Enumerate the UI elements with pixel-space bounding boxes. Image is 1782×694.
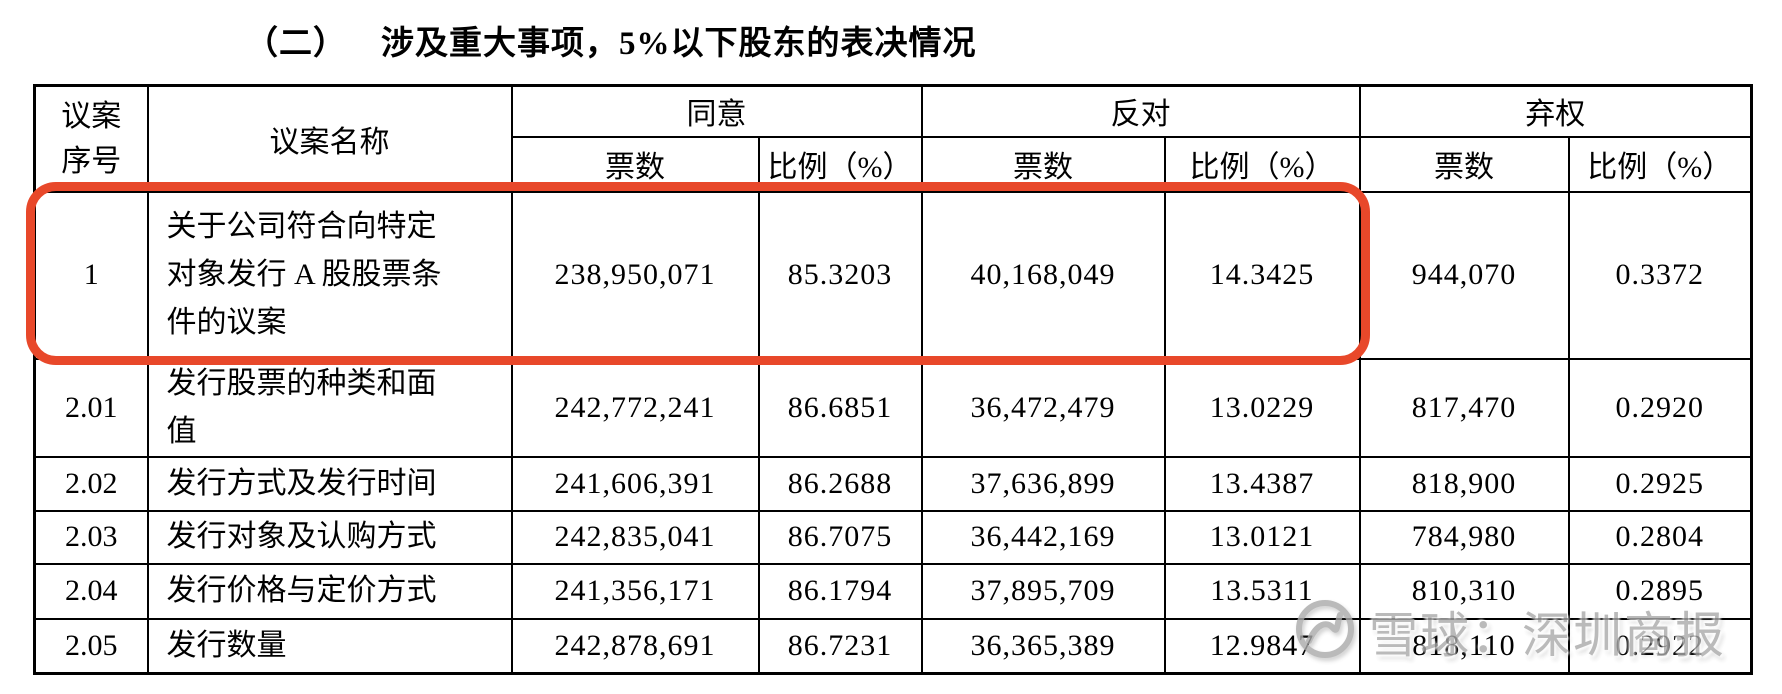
cell-agree-ratio: 86.7075 bbox=[757, 509, 923, 565]
header-against-group: 反对 bbox=[920, 84, 1361, 138]
cell-proposal-no: 2.04 bbox=[33, 562, 149, 620]
section-title-text: 涉及重大事项，5%以下股东的表决情况 bbox=[381, 26, 977, 62]
cell-proposal-name: 关于公司符合向特定对象发行 A 股股票条件的议案 bbox=[146, 190, 513, 360]
header-abstain-votes: 票数 bbox=[1358, 135, 1570, 193]
cell-abstain-votes: 810,310 bbox=[1358, 562, 1570, 620]
table-row: 2.01 发行股票的种类和面值 242,772,241 86.6851 36,4… bbox=[33, 357, 1753, 458]
cell-against-votes: 37,636,899 bbox=[920, 455, 1166, 512]
header-abstain-ratio: 比例（%） bbox=[1567, 135, 1753, 193]
cell-abstain-ratio: 0.2922 bbox=[1567, 617, 1753, 675]
cell-agree-votes: 241,356,171 bbox=[510, 562, 760, 620]
cell-proposal-name: 发行对象及认购方式 bbox=[146, 509, 513, 565]
page-title: （二） 涉及重大事项，5%以下股东的表决情况 bbox=[245, 16, 977, 64]
header-against-votes: 票数 bbox=[920, 135, 1166, 193]
cell-agree-votes: 238,950,071 bbox=[510, 190, 760, 360]
cell-abstain-votes: 944,070 bbox=[1358, 190, 1570, 360]
table-row: 2.03 发行对象及认购方式 242,835,041 86.7075 36,44… bbox=[33, 509, 1753, 565]
cell-abstain-votes: 818,900 bbox=[1358, 455, 1570, 512]
section-number: （二） bbox=[245, 26, 347, 62]
cell-against-ratio: 14.3425 bbox=[1163, 190, 1361, 360]
table-row: 2.02 发行方式及发行时间 241,606,391 86.2688 37,63… bbox=[33, 455, 1753, 512]
cell-proposal-name: 发行股票的种类和面值 bbox=[146, 357, 513, 458]
cell-proposal-no: 2.02 bbox=[33, 455, 149, 512]
cell-against-votes: 36,442,169 bbox=[920, 509, 1166, 565]
cell-proposal-name: 发行价格与定价方式 bbox=[146, 562, 513, 620]
header-row-groups: 议案序号 议案名称 同意 反对 弃权 bbox=[33, 84, 1753, 193]
header-against-ratio: 比例（%） bbox=[1163, 135, 1361, 193]
header-proposal-no: 议案序号 bbox=[33, 84, 149, 193]
cell-proposal-name: 发行数量 bbox=[146, 617, 513, 675]
voting-results-table: 议案序号 议案名称 同意 反对 弃权 票数 比例（%） 票数 比例（%） 票数 … bbox=[33, 84, 1753, 675]
cell-agree-votes: 242,772,241 bbox=[510, 357, 760, 458]
cell-proposal-no: 2.03 bbox=[33, 509, 149, 565]
header-abstain-group: 弃权 bbox=[1358, 84, 1753, 138]
cell-against-votes: 37,895,709 bbox=[920, 562, 1166, 620]
cell-agree-ratio: 86.7231 bbox=[757, 617, 923, 675]
cell-abstain-votes: 818,110 bbox=[1358, 617, 1570, 675]
header-proposal-name: 议案名称 bbox=[146, 84, 513, 193]
cell-agree-votes: 242,835,041 bbox=[510, 509, 760, 565]
cell-abstain-ratio: 0.2925 bbox=[1567, 455, 1753, 512]
table-row: 2.04 发行价格与定价方式 241,356,171 86.1794 37,89… bbox=[33, 562, 1753, 620]
cell-against-ratio: 13.5311 bbox=[1163, 562, 1361, 620]
cell-against-votes: 36,365,389 bbox=[920, 617, 1166, 675]
cell-against-votes: 36,472,479 bbox=[920, 357, 1166, 458]
cell-abstain-ratio: 0.3372 bbox=[1567, 190, 1753, 360]
table-row: 1 关于公司符合向特定对象发行 A 股股票条件的议案 238,950,071 8… bbox=[33, 190, 1753, 360]
cell-against-ratio: 13.0229 bbox=[1163, 357, 1361, 458]
cell-proposal-no: 1 bbox=[33, 190, 149, 360]
table-row: 2.05 发行数量 242,878,691 86.7231 36,365,389… bbox=[33, 617, 1753, 675]
header-agree-votes: 票数 bbox=[510, 135, 760, 193]
cell-proposal-name: 发行方式及发行时间 bbox=[146, 455, 513, 512]
cell-abstain-votes: 817,470 bbox=[1358, 357, 1570, 458]
cell-abstain-ratio: 0.2895 bbox=[1567, 562, 1753, 620]
cell-proposal-no: 2.05 bbox=[33, 617, 149, 675]
cell-against-ratio: 13.4387 bbox=[1163, 455, 1361, 512]
cell-proposal-no: 2.01 bbox=[33, 357, 149, 458]
cell-abstain-votes: 784,980 bbox=[1358, 509, 1570, 565]
cell-abstain-ratio: 0.2920 bbox=[1567, 357, 1753, 458]
cell-abstain-ratio: 0.2804 bbox=[1567, 509, 1753, 565]
cell-against-ratio: 13.0121 bbox=[1163, 509, 1361, 565]
cell-against-ratio: 12.9847 bbox=[1163, 617, 1361, 675]
cell-agree-ratio: 86.6851 bbox=[757, 357, 923, 458]
cell-agree-votes: 242,878,691 bbox=[510, 617, 760, 675]
header-agree-group: 同意 bbox=[510, 84, 923, 138]
cell-agree-ratio: 86.2688 bbox=[757, 455, 923, 512]
header-agree-ratio: 比例（%） bbox=[757, 135, 923, 193]
cell-agree-ratio: 85.3203 bbox=[757, 190, 923, 360]
cell-agree-ratio: 86.1794 bbox=[757, 562, 923, 620]
cell-against-votes: 40,168,049 bbox=[920, 190, 1166, 360]
cell-agree-votes: 241,606,391 bbox=[510, 455, 760, 512]
